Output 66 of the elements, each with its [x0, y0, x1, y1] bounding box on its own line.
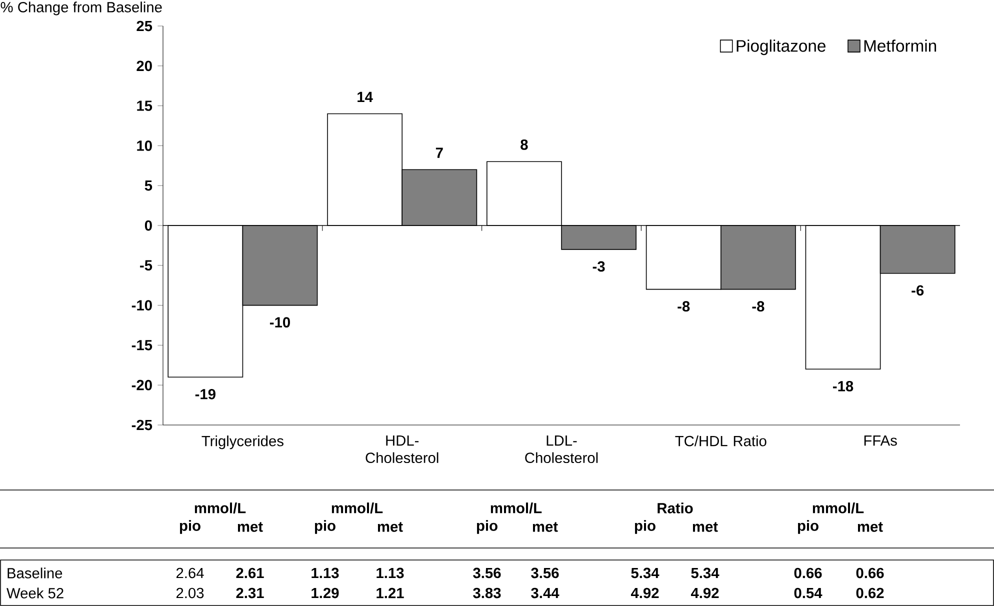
text: 0.62 [856, 588, 884, 598]
x-tick-label: HDL-Cholesterol [366, 436, 438, 464]
text: pio [798, 520, 818, 534]
text: Baseline [8, 568, 62, 578]
y-tick-label: 5 [144, 180, 152, 191]
x-tick-label: Triglycerides [202, 435, 284, 450]
data-label: -18 [832, 380, 854, 392]
y-tick-label: 25 [136, 20, 152, 32]
text: mmol/L [490, 502, 542, 514]
data-label: -3 [592, 261, 605, 272]
text: mmol/L [194, 502, 246, 514]
y-tick-label: 20 [136, 60, 152, 72]
text: 0.66 [794, 568, 822, 578]
text: 4.92 [690, 588, 719, 598]
text: met [858, 522, 883, 532]
y-tick-label: -5 [140, 260, 152, 271]
text: 1.29 [312, 588, 339, 598]
text: 0.54 [794, 588, 822, 598]
data-label: -19 [195, 388, 216, 400]
text: 1.13 [312, 568, 339, 578]
text: 3.56 [531, 568, 559, 578]
data-label: -10 [270, 317, 290, 328]
text: pio [314, 520, 336, 534]
text: 3.83 [473, 588, 501, 598]
legend-label: Metformin [864, 40, 936, 52]
text: Week 52 [6, 588, 64, 598]
text: 3.44 [531, 588, 560, 598]
text: 4.92 [630, 588, 659, 598]
y-tick-label: -25 [132, 420, 152, 430]
x-tick-label: FFAs [864, 436, 897, 446]
y-axis-title: % Change from Baseline [0, 2, 162, 16]
text: 5.34 [631, 568, 660, 578]
text: 2.61 [236, 568, 264, 578]
y-tick-label: 0 [144, 220, 152, 231]
text: Ratio [658, 502, 693, 514]
text: mmol/L [812, 502, 864, 514]
data-label: -6 [912, 285, 924, 296]
text: 2.03 [176, 588, 204, 598]
x-tick-label: TC/HDL Ratio [675, 435, 766, 446]
text: 2.64 [176, 568, 204, 578]
y-tick-label: -15 [132, 340, 152, 350]
text: 0.66 [856, 568, 884, 578]
text: 1.13 [376, 568, 404, 578]
y-tick-label: 10 [137, 140, 152, 151]
data-label: -8 [752, 301, 764, 312]
y-tick-label: 15 [137, 100, 152, 111]
text: mmol/L [332, 502, 383, 514]
text: met [238, 522, 263, 532]
text: 5.34 [691, 568, 720, 578]
text: met [378, 522, 403, 532]
text: pio [180, 520, 200, 534]
text: 2.31 [236, 588, 264, 598]
legend-label: Pioglitazone [736, 40, 826, 56]
text: met [532, 522, 558, 532]
y-tick-label: -20 [132, 380, 152, 390]
x-tick-label: LDL-Cholesterol [525, 436, 598, 464]
data-label: 8 [520, 139, 528, 150]
data-label: 7 [436, 148, 443, 158]
data-label: -8 [678, 301, 690, 312]
text: met [692, 522, 718, 532]
text: pio [634, 520, 656, 534]
text: 3.56 [473, 568, 501, 578]
text: pio [476, 520, 498, 534]
text: 1.21 [376, 588, 404, 598]
y-tick-label: -10 [132, 300, 152, 310]
data-label: 14 [358, 92, 373, 102]
